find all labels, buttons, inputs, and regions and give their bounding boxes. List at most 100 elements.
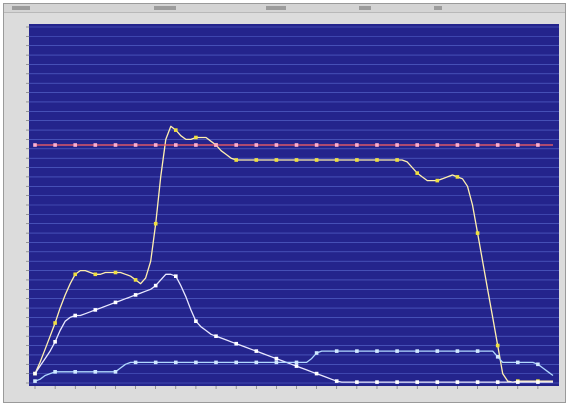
toolbar-item[interactable] [154, 6, 176, 10]
data-point [194, 319, 198, 323]
data-point [33, 371, 37, 376]
series-4 [33, 143, 553, 147]
data-point [536, 143, 540, 147]
data-point [153, 283, 158, 288]
data-point [274, 356, 279, 361]
data-point [475, 349, 480, 353]
data-point [93, 370, 98, 374]
data-point [314, 143, 319, 147]
data-point [274, 143, 279, 147]
data-point [455, 380, 460, 384]
data-point [516, 143, 520, 147]
data-point [435, 349, 440, 353]
data-point [314, 351, 319, 355]
data-point [93, 272, 98, 277]
data-point [294, 360, 299, 365]
toolbar-item[interactable] [434, 6, 442, 10]
data-point [153, 143, 158, 147]
data-point [194, 360, 198, 365]
data-point [375, 380, 379, 384]
toolbar-item[interactable] [12, 6, 30, 10]
data-point [415, 171, 419, 175]
data-point [153, 221, 158, 226]
data-point [334, 143, 339, 147]
toolbar-item[interactable] [266, 6, 286, 10]
data-point [53, 143, 57, 147]
gridlines [29, 26, 559, 384]
data-point [254, 158, 259, 162]
data-point [254, 360, 259, 365]
data-point [73, 143, 77, 147]
data-point [395, 349, 399, 353]
data-point [355, 349, 359, 353]
data-point [334, 158, 339, 162]
x-axis-ticks [34, 386, 539, 389]
data-point [516, 380, 520, 384]
data-point [375, 349, 379, 353]
data-point [174, 143, 178, 147]
data-point [113, 370, 118, 374]
data-point [495, 355, 500, 359]
data-point [475, 143, 480, 147]
data-point [375, 143, 379, 147]
data-point [214, 334, 218, 338]
data-point [294, 364, 299, 368]
data-point [73, 370, 77, 374]
data-point [375, 158, 379, 162]
series-line [34, 350, 554, 382]
data-point [174, 128, 178, 132]
series-2 [33, 273, 553, 384]
data-point [194, 135, 198, 140]
data-point [133, 360, 138, 365]
data-point [536, 362, 540, 367]
data-point [415, 380, 419, 384]
data-point [53, 370, 57, 374]
data-point [93, 308, 98, 312]
line-chart [26, 24, 559, 389]
data-point [214, 143, 218, 147]
data-point [455, 175, 460, 179]
data-point [334, 349, 339, 353]
series-group [33, 125, 554, 384]
series-line [34, 273, 553, 383]
data-point [435, 178, 440, 183]
data-point [194, 143, 198, 147]
y-axis-ticks [26, 26, 29, 384]
toolbar-item[interactable] [359, 6, 371, 10]
data-point [415, 349, 419, 353]
data-point [234, 158, 238, 162]
data-point [133, 278, 138, 282]
data-point [495, 343, 500, 348]
data-point [415, 143, 419, 147]
data-point [274, 360, 279, 365]
data-point [53, 340, 57, 344]
data-point [395, 158, 399, 162]
data-point [314, 158, 319, 162]
data-point [73, 313, 77, 318]
data-point [516, 360, 520, 365]
data-point [254, 143, 259, 147]
data-point [294, 143, 299, 147]
data-point [435, 143, 440, 147]
data-point [113, 143, 118, 147]
data-point [455, 349, 460, 353]
data-point [395, 143, 399, 147]
chart-window [3, 3, 566, 403]
series-3 [33, 349, 554, 383]
data-point [93, 143, 98, 147]
data-point [174, 360, 178, 365]
data-point [33, 379, 37, 383]
data-point [153, 360, 158, 365]
data-point [274, 158, 279, 162]
window-toolbar [4, 4, 565, 13]
data-point [314, 371, 319, 376]
series-line [34, 125, 553, 383]
data-point [355, 158, 359, 162]
data-point [355, 143, 359, 147]
data-point [435, 380, 440, 384]
data-point [294, 158, 299, 162]
data-point [355, 380, 359, 384]
data-point [33, 143, 37, 147]
data-point [234, 341, 238, 346]
data-point [536, 380, 540, 384]
